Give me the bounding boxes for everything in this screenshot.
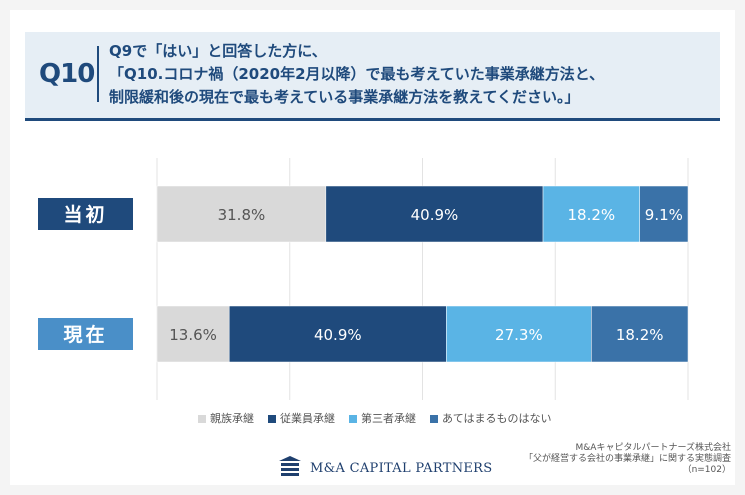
logo-text: M&A CAPITAL PARTNERS xyxy=(310,461,493,476)
data-label-1-3: 18.2% xyxy=(616,326,664,344)
question-text: Q9で「はい」と回答した方に、 「Q10.コロナ禍（2020年2月以降）で最も考… xyxy=(109,40,719,109)
legend-label-2: 第三者承継 xyxy=(361,412,416,425)
bar-segment-0-0 xyxy=(156,185,327,243)
category-label-box-0 xyxy=(38,198,133,230)
question-number: Q10 xyxy=(39,59,95,89)
source-note: M&Aキャピタルパートナーズ株式会社 「父が経営する会社の事業承継」に関する実態… xyxy=(524,443,731,476)
legend-item-2: 第三者承継 xyxy=(349,410,416,426)
category-label-box-1 xyxy=(38,318,133,350)
category-label-1: 現在 xyxy=(63,323,107,346)
source-line-3: （n=102） xyxy=(682,465,731,475)
legend-swatch-0 xyxy=(198,415,206,423)
chart-legend: 親族承継 従業員承継 第三者承継 あてはまるものはない xyxy=(198,410,566,426)
source-line-2: 「父が経営する会社の事業承継」に関する実態調査 xyxy=(523,454,731,464)
data-label-1-0: 13.6% xyxy=(169,326,217,344)
question-divider xyxy=(97,46,99,102)
legend-swatch-3 xyxy=(430,415,438,423)
data-label-0-0: 31.8% xyxy=(218,206,266,224)
data-label-1-1: 40.9% xyxy=(314,326,362,344)
question-line-1: Q9で「はい」と回答した方に、 xyxy=(109,42,327,60)
legend-label-1: 従業員承継 xyxy=(280,412,335,425)
legend-label-0: 親族承継 xyxy=(210,412,254,425)
data-label-0-2: 18.2% xyxy=(568,206,616,224)
bar-segment-0-2 xyxy=(542,185,640,243)
bar-segment-1-0 xyxy=(156,305,230,363)
legend-label-3: あてはまるものはない xyxy=(442,412,552,425)
question-header: Q10 Q9で「はい」と回答した方に、 「Q10.コロナ禍（2020年2月以降）… xyxy=(25,32,720,121)
bar-segment-1-3 xyxy=(591,305,689,363)
bar-segment-0-3 xyxy=(639,185,689,243)
legend-swatch-2 xyxy=(349,415,357,423)
category-label-0: 当初 xyxy=(63,203,107,226)
data-label-0-1: 40.9% xyxy=(411,206,459,224)
bar-segment-0-1 xyxy=(325,185,544,243)
logo-mark-icon xyxy=(279,456,301,476)
bar-segment-1-2 xyxy=(446,305,592,363)
legend-item-1: 従業員承継 xyxy=(268,410,335,426)
source-line-1: M&Aキャピタルパートナーズ株式会社 xyxy=(575,443,732,453)
legend-item-0: 親族承継 xyxy=(198,410,254,426)
question-line-3: 制限緩和後の現在で最も考えている事業承継方法を教えてください。」 xyxy=(109,88,580,106)
bar-segment-1-1 xyxy=(228,305,447,363)
legend-swatch-1 xyxy=(268,415,276,423)
data-label-0-3: 9.1% xyxy=(645,206,683,224)
data-label-1-2: 27.3% xyxy=(495,326,543,344)
legend-item-3: あてはまるものはない xyxy=(430,410,552,426)
question-line-2: 「Q10.コロナ禍（2020年2月以降）で最も考えていた事業承継方法と、 xyxy=(109,65,605,83)
